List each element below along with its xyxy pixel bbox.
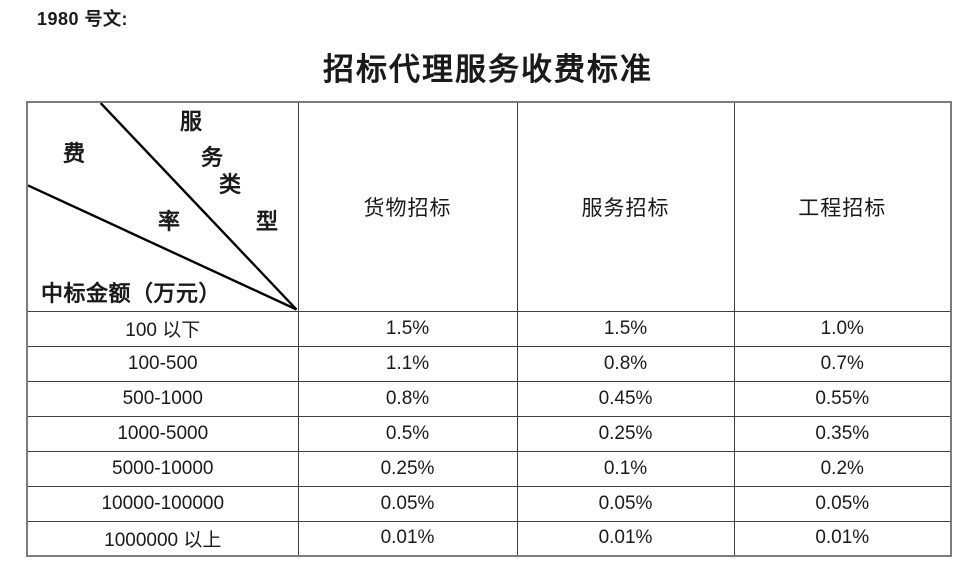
rate-cell: 1.5% [297,310,518,347]
amount-cell: 100 以下 [26,310,299,347]
corner-char-fee-1: 费 [63,141,86,166]
rate-cell: 0.01% [516,520,735,557]
rate-cell: 0.01% [297,520,518,557]
rate-cell: 0.1% [516,450,735,487]
rate-cell: 0.01% [733,520,952,557]
table-row: 500-1000 0.8% 0.45% 0.55% [26,380,952,417]
rate-cell: 0.8% [297,380,518,417]
rate-cell: 0.05% [516,485,735,522]
page-title: 招标代理服务收费标准 [323,52,653,87]
amount-cell: 10000-100000 [26,485,299,522]
rate-cell: 0.7% [733,345,952,382]
column-header-service: 服务招标 [516,101,735,312]
rate-cell: 0.8% [516,345,735,382]
diagonal-divider-lines [28,103,297,310]
table-row: 1000000 以上 0.01% 0.01% 0.01% [26,520,952,557]
amount-cell: 5000-10000 [26,450,299,487]
amount-cell: 1000-5000 [26,415,299,452]
table-row: 5000-10000 0.25% 0.1% 0.2% [26,450,952,487]
rate-cell: 0.25% [516,415,735,452]
rate-cell: 0.05% [733,485,952,522]
amount-cell: 500-1000 [26,380,299,417]
rate-cell: 0.5% [297,415,518,452]
rate-cell: 1.0% [733,310,952,347]
table-row: 1000-5000 0.5% 0.25% 0.35% [26,415,952,452]
rate-cell: 0.45% [516,380,735,417]
rate-cell: 0.55% [733,380,952,417]
amount-cell: 100-500 [26,345,299,382]
corner-char-service-2: 务 [201,145,224,170]
corner-char-service-4: 型 [256,209,279,234]
table-corner-cell: 服 费 务 类 率 型 中标金额（万元） [26,101,299,312]
corner-char-service-3: 类 [219,172,242,197]
table-row: 100 以下 1.5% 1.5% 1.0% [26,310,952,347]
table-row: 100-500 1.1% 0.8% 0.7% [26,345,952,382]
doc-number: 1980 号文: [37,9,129,29]
corner-amount-label: 中标金额（万元） [41,281,222,306]
rate-cell: 0.05% [297,485,518,522]
rate-cell: 1.5% [516,310,735,347]
rate-cell: 0.2% [733,450,952,487]
column-header-engineering: 工程招标 [733,101,952,312]
column-header-goods: 货物招标 [297,101,518,312]
corner-char-service-1: 服 [180,109,203,134]
rate-cell: 0.35% [733,415,952,452]
table-header-row: 服 费 务 类 率 型 中标金额（万元） 货物招标 服务招标 工程招标 [26,101,952,312]
amount-cell: 1000000 以上 [26,520,299,557]
rate-cell: 0.25% [297,450,518,487]
fee-table: 服 费 务 类 率 型 中标金额（万元） 货物招标 服务招标 工程招标 100 … [26,101,952,557]
corner-char-fee-2: 率 [158,209,181,234]
table-row: 10000-100000 0.05% 0.05% 0.05% [26,485,952,522]
rate-cell: 1.1% [297,345,518,382]
